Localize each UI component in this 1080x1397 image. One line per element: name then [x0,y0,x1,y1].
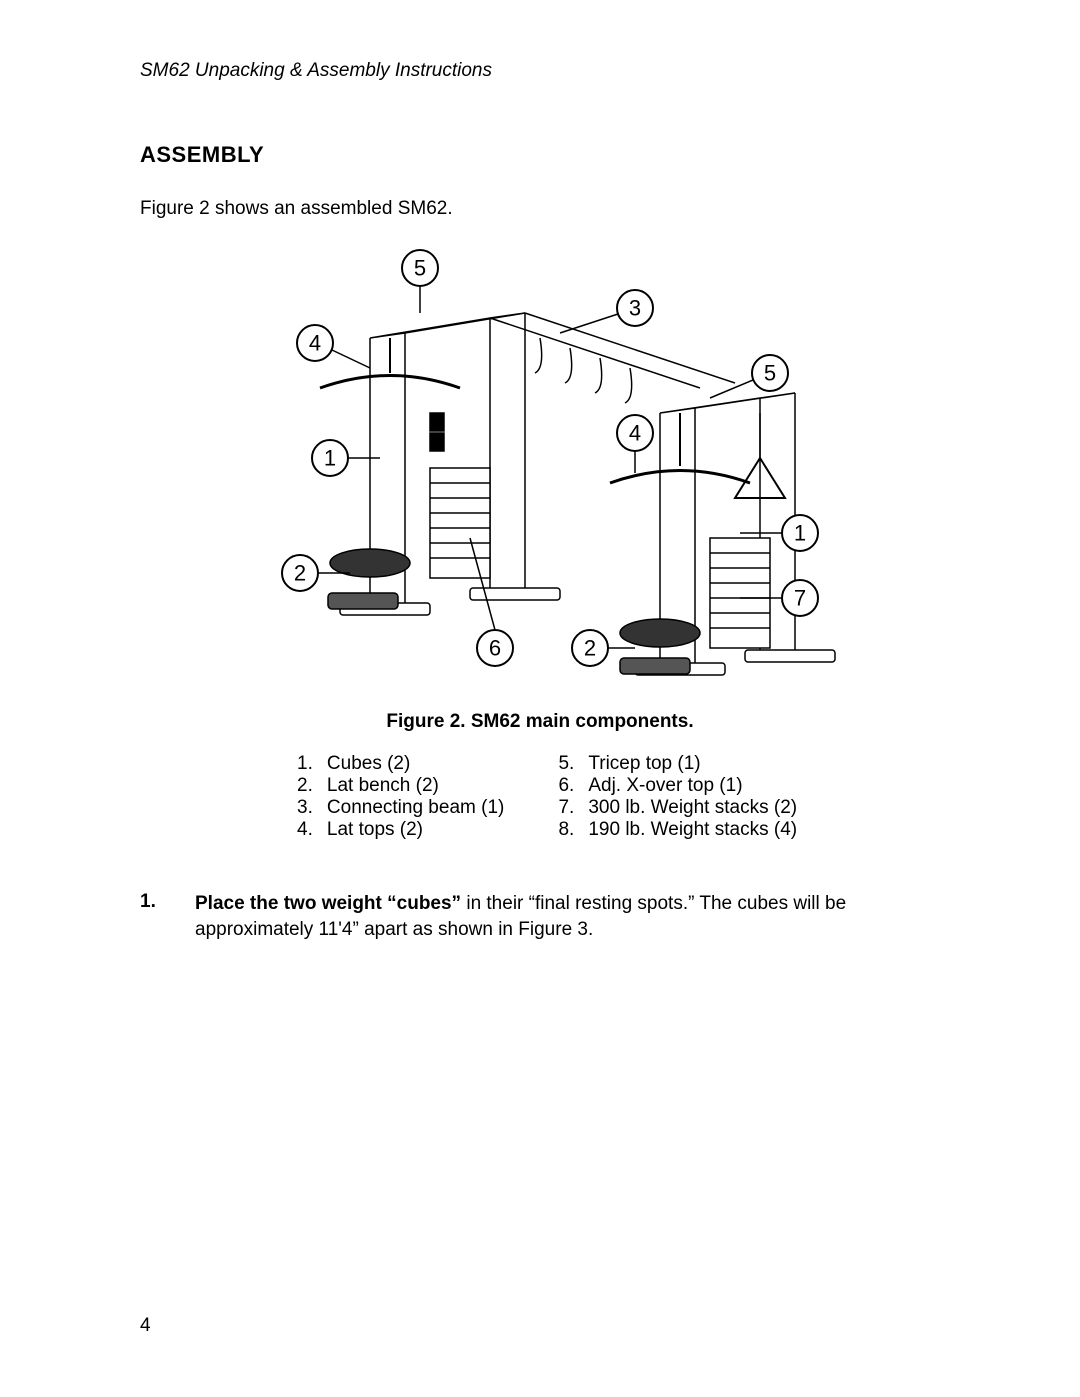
figure-container: 5 4 3 5 1 4 2 1 7 6 2 [140,238,940,693]
legend-item-text: Cubes (2) [327,753,410,775]
legend-item-text: Lat tops (2) [327,819,423,841]
legend-item-text: Adj. X-over top (1) [588,775,742,797]
callout-5b: 5 [752,355,788,391]
svg-text:2: 2 [294,561,306,586]
assembly-diagram: 5 4 3 5 1 4 2 1 7 6 2 [240,238,840,688]
svg-text:1: 1 [794,521,806,546]
legend-item: 5.Tricep top (1) [544,753,797,775]
component-legend: 1.Cubes (2)2.Lat bench (2)3.Connecting b… [140,753,940,841]
legend-col-right: 5.Tricep top (1)6.Adj. X-over top (1)7.3… [544,753,797,841]
legend-item: 4.Lat tops (2) [283,819,504,841]
legend-item-number: 8. [544,819,588,841]
legend-item-number: 7. [544,797,588,819]
legend-item-text: 300 lb. Weight stacks (2) [588,797,797,819]
legend-item: 1.Cubes (2) [283,753,504,775]
step-lead: Place the two weight “cubes” [195,893,461,914]
callout-2a: 2 [282,555,318,591]
step-number: 1. [140,891,195,942]
legend-item: 2.Lat bench (2) [283,775,504,797]
callout-7: 7 [782,580,818,616]
svg-text:2: 2 [584,636,596,661]
callout-4a: 4 [297,325,333,361]
svg-text:5: 5 [414,256,426,281]
svg-text:6: 6 [489,636,501,661]
intro-text: Figure 2 shows an assembled SM62. [140,198,940,220]
legend-item-text: Tricep top (1) [588,753,700,775]
section-title: ASSEMBLY [140,142,940,168]
running-header: SM62 Unpacking & Assembly Instructions [140,60,940,82]
step-text: Place the two weight “cubes” in their “f… [195,891,940,942]
callout-4b: 4 [617,415,653,451]
legend-col-left: 1.Cubes (2)2.Lat bench (2)3.Connecting b… [283,753,504,841]
svg-text:3: 3 [629,296,641,321]
legend-item: 8.190 lb. Weight stacks (4) [544,819,797,841]
legend-item-text: Connecting beam (1) [327,797,504,819]
legend-item-number: 2. [283,775,327,797]
legend-item-text: 190 lb. Weight stacks (4) [588,819,797,841]
callout-6: 6 [477,630,513,666]
callout-2b: 2 [572,630,608,666]
callout-1b: 1 [782,515,818,551]
page-number: 4 [140,1315,151,1337]
figure-caption: Figure 2. SM62 main components. [140,711,940,733]
legend-item: 3.Connecting beam (1) [283,797,504,819]
callout-1a: 1 [312,440,348,476]
legend-item-number: 6. [544,775,588,797]
legend-item-number: 1. [283,753,327,775]
svg-text:4: 4 [309,331,321,356]
legend-item-number: 4. [283,819,327,841]
page: SM62 Unpacking & Assembly Instructions A… [0,0,1080,1397]
svg-text:1: 1 [324,446,336,471]
svg-text:7: 7 [794,586,806,611]
legend-item-number: 5. [544,753,588,775]
legend-item: 7.300 lb. Weight stacks (2) [544,797,797,819]
legend-item-number: 3. [283,797,327,819]
legend-item: 6.Adj. X-over top (1) [544,775,797,797]
svg-text:5: 5 [764,361,776,386]
callout-5a: 5 [402,250,438,286]
legend-item-text: Lat bench (2) [327,775,439,797]
assembly-step-1: 1. Place the two weight “cubes” in their… [140,891,940,942]
callout-3: 3 [617,290,653,326]
svg-text:4: 4 [629,421,641,446]
